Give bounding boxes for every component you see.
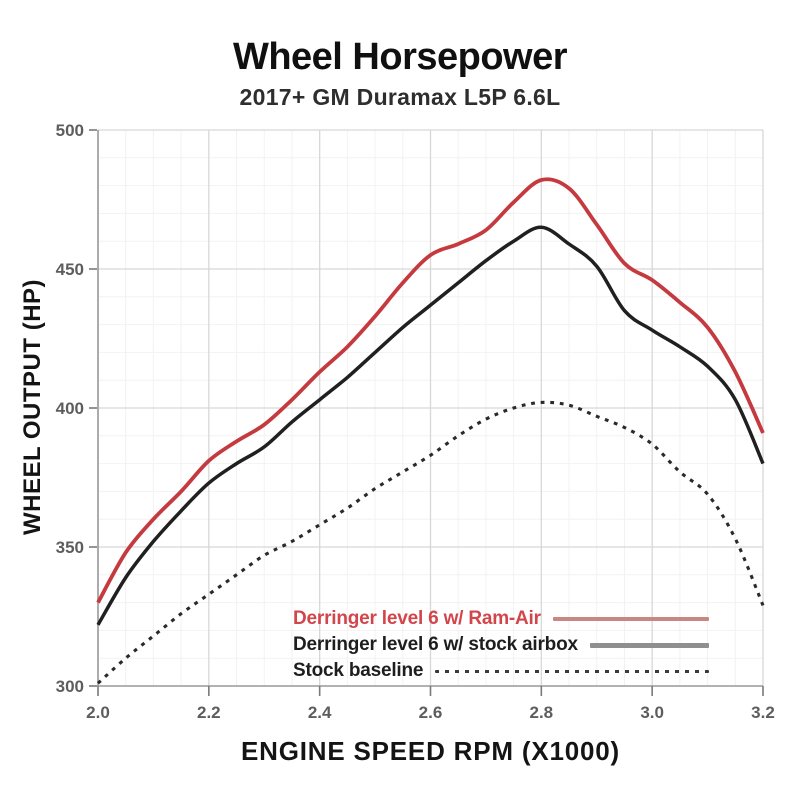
legend-item-stock-baseline: Stock baseline: [293, 658, 709, 684]
legend-label-ram-air: Derringer level 6 w/ Ram-Air: [293, 608, 541, 629]
y-tick-label: 350: [56, 538, 84, 557]
x-tick-label: 3.2: [751, 703, 775, 722]
legend-item-ram-air: Derringer level 6 w/ Ram-Air: [293, 606, 709, 632]
x-tick-label: 2.6: [419, 703, 443, 722]
legend: Derringer level 6 w/ Ram-Air Derringer l…: [293, 606, 709, 684]
y-tick-label: 500: [56, 121, 84, 140]
x-tick-label: 2.2: [197, 703, 221, 722]
legend-line-swatch-stock-airbox: [589, 642, 709, 648]
legend-item-stock-airbox: Derringer level 6 w/ stock airbox: [293, 632, 709, 658]
x-tick-label: 2.4: [308, 703, 332, 722]
chart-subtitle: 2017+ GM Duramax L5P 6.6L: [239, 84, 561, 110]
y-tick-label: 450: [56, 260, 84, 279]
x-tick-label: 3.0: [640, 703, 664, 722]
series-curve-0: [96, 177, 765, 604]
y-tick-label: 400: [56, 399, 84, 418]
legend-label-stock-airbox: Derringer level 6 w/ stock airbox: [293, 634, 578, 655]
legend-label-stock-baseline: Stock baseline: [293, 660, 424, 681]
x-axis-title: ENGINE SPEED RPM (X1000): [241, 736, 620, 766]
x-tick-label: 2.0: [86, 703, 110, 722]
chart-title: Wheel Horsepower: [232, 36, 568, 78]
series-curve-2: [96, 400, 765, 685]
series-curve-1: [96, 225, 765, 626]
x-tick-label: 2.8: [530, 703, 554, 722]
y-tick-label: 300: [56, 677, 84, 696]
legend-line-swatch-stock-baseline: [435, 669, 709, 673]
legend-line-swatch-ram-air: [552, 617, 709, 621]
